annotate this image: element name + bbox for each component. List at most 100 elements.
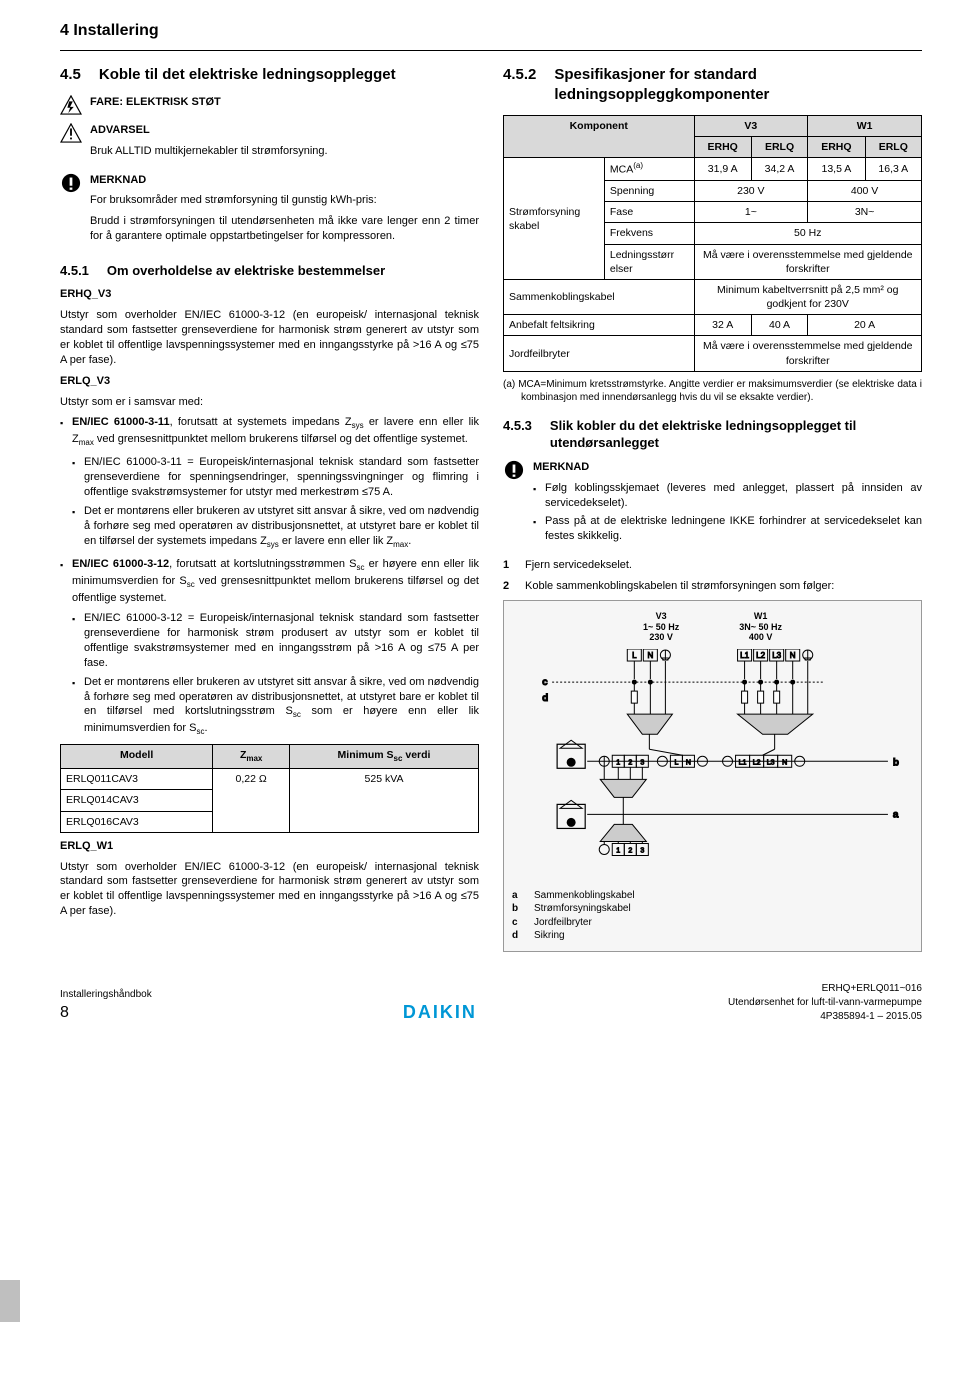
svg-text:c: c xyxy=(542,677,548,688)
list-item: Det er montørens eller brukeren av utsty… xyxy=(72,504,479,551)
header-rule xyxy=(60,50,922,51)
left-column: 4.5 Koble til det elektriske ledningsopp… xyxy=(60,61,479,952)
compliance-list: EN/IEC 61000-3-11, forutsatt at systemet… xyxy=(60,415,479,738)
svg-text:1: 1 xyxy=(616,848,620,855)
warning-alert: ADVARSEL Bruk ALLTID multikjernekabler t… xyxy=(60,123,479,165)
svg-text:1: 1 xyxy=(616,760,620,767)
wiring-diagram: V3 1~ 50 Hz 230 V W1 3N~ 50 Hz 400 V L N xyxy=(503,600,922,952)
note-title: MERKNAD xyxy=(90,173,479,188)
section-4-5: 4.5 Koble til det elektriske ledningsopp… xyxy=(60,65,479,85)
td: Frekvens xyxy=(604,223,694,244)
svg-text:3: 3 xyxy=(640,760,644,767)
list-item: EN/IEC 61000-3-11 = Europeisk/internasjo… xyxy=(72,455,479,500)
erlq-v3-heading: ERLQ_V3 xyxy=(60,374,479,389)
footer-product: Utendørsenhet for luft-til-vann-varmepum… xyxy=(728,996,922,1010)
model-table: Modell Zmax Minimum Ssc verdi ERLQ011CAV… xyxy=(60,744,479,832)
step-num: 1 xyxy=(503,558,515,573)
list-item: Pass på at de elektriske ledningene IKKE… xyxy=(533,514,922,544)
td: ERLQ016CAV3 xyxy=(61,811,213,832)
section-title: Om overholdelse av elektriske bestemmels… xyxy=(107,262,385,280)
section-num: 4.5 xyxy=(60,65,81,85)
td: Anbefalt feltsikring xyxy=(504,315,695,336)
note-icon xyxy=(60,173,82,193)
danger-title: FARE: ELEKTRISK STØT xyxy=(90,95,479,110)
svg-text:3: 3 xyxy=(640,848,644,855)
step-2: 2 Koble sammenkoblingskabelen til strømf… xyxy=(503,579,922,594)
svg-text:2: 2 xyxy=(628,760,632,767)
section-num: 4.5.1 xyxy=(60,262,89,280)
list-item: Følg koblingsskjemaet (leveres med anleg… xyxy=(533,481,922,511)
list-item: EN/IEC 61000-3-11, forutsatt at systemet… xyxy=(60,415,479,550)
danger-alert: FARE: ELEKTRISK STØT xyxy=(60,95,479,115)
svg-text:L3: L3 xyxy=(772,651,781,660)
svg-text:L: L xyxy=(674,760,678,767)
footer-page-num: 8 xyxy=(60,1002,152,1024)
svg-text:N: N xyxy=(686,760,691,767)
wiring-legend: aSammenkoblingskabel bStrømforsyningskab… xyxy=(512,889,913,943)
td: 525 kVA xyxy=(290,769,479,833)
warning-title: ADVARSEL xyxy=(90,123,479,138)
right-column: 4.5.2 Spesifikasjoner for standard ledni… xyxy=(503,61,922,952)
td: Sammenkoblingskabel xyxy=(504,279,695,314)
td: Jordfeilbryter xyxy=(504,336,695,371)
td: 50 Hz xyxy=(694,223,922,244)
svg-text:N: N xyxy=(647,651,653,660)
note-p2: Brudd i strømforsyningen til utendørsenh… xyxy=(90,214,479,244)
list-item: Det er montørens eller brukeren av utsty… xyxy=(72,675,479,739)
svg-text:L1: L1 xyxy=(740,651,749,660)
section-4-5-1: 4.5.1 Om overholdelse av elektriske best… xyxy=(60,262,479,280)
note-p1: For bruksområder med strømforsyning til … xyxy=(90,193,479,208)
svg-text:N: N xyxy=(790,651,796,660)
td: 31,9 A xyxy=(694,158,751,181)
td: Minimum kabeltverrsnitt på 2,5 mm² og go… xyxy=(694,279,922,314)
th: ERHQ xyxy=(694,137,751,158)
footer-model: ERHQ+ERLQ011~016 xyxy=(728,982,922,996)
td: 40 A xyxy=(751,315,807,336)
footer-docnum: 4P385894-1 – 2015.05 xyxy=(728,1010,922,1024)
section-num: 4.5.3 xyxy=(503,417,532,452)
td: Ledningsstørr elser xyxy=(604,244,694,279)
th-model: Modell xyxy=(61,745,213,769)
th-zmax: Zmax xyxy=(213,745,290,769)
step-1: 1 Fjern servicedekselet. xyxy=(503,558,922,573)
step-text: Koble sammenkoblingskabelen til strømfor… xyxy=(525,579,834,594)
th: ERLQ xyxy=(865,137,921,158)
td: 16,3 A xyxy=(865,158,921,181)
step-num: 2 xyxy=(503,579,515,594)
note-icon xyxy=(503,460,525,480)
erlq-w1-text: Utstyr som overholder EN/IEC 61000-3-12 … xyxy=(60,860,479,919)
svg-text:a: a xyxy=(893,810,899,821)
svg-text:N: N xyxy=(782,760,787,767)
page-footer: Installeringshåndbok 8 DAIKIN ERHQ+ERLQ0… xyxy=(60,982,922,1024)
svg-text:L2: L2 xyxy=(756,651,765,660)
svg-text:L1: L1 xyxy=(739,760,747,767)
section-title: Spesifikasjoner for standard ledningsopp… xyxy=(554,65,922,106)
td: 13,5 A xyxy=(808,158,865,181)
svg-text:L: L xyxy=(632,651,637,660)
section-title: Slik kobler du det elektriske ledningsop… xyxy=(550,417,922,452)
wiring-svg: L N L1 L2 L3 N c xyxy=(512,649,913,880)
wiring-w1-header: W1 3N~ 50 Hz 400 V xyxy=(739,611,782,643)
svg-text:L2: L2 xyxy=(753,760,761,767)
warning-icon xyxy=(60,123,82,143)
td: ERLQ011CAV3 xyxy=(61,769,213,790)
section-num: 4.5.2 xyxy=(503,65,536,106)
th-ssc: Minimum Ssc verdi xyxy=(290,745,479,769)
th: ERHQ xyxy=(808,137,865,158)
td: 400 V xyxy=(808,181,922,202)
section-title: Koble til det elektriske ledningsopplegg… xyxy=(99,65,396,85)
td: Spenning xyxy=(604,181,694,202)
erlq-w1-heading: ERLQ_W1 xyxy=(60,839,479,854)
td: 32 A xyxy=(694,315,751,336)
footer-doc-type: Installeringshåndbok xyxy=(60,988,152,1002)
td: 0,22 Ω xyxy=(213,769,290,833)
footnote-a: (a) MCA=Minimum kretsstrømstyrke. Angitt… xyxy=(521,378,922,405)
erhq-v3-heading: ERHQ_V3 xyxy=(60,287,479,302)
warning-text: Bruk ALLTID multikjernekabler til strømf… xyxy=(90,144,479,159)
step-text: Fjern servicedekselet. xyxy=(525,558,632,573)
section-4-5-3: 4.5.3 Slik kobler du det elektriske ledn… xyxy=(503,417,922,452)
td: Må være i overensstemmelse med gjeldende… xyxy=(694,244,922,279)
svg-text:L3: L3 xyxy=(767,760,775,767)
note-title: MERKNAD xyxy=(533,460,922,475)
note-alert-2: MERKNAD Følg koblingsskjemaet (leveres m… xyxy=(503,460,922,550)
